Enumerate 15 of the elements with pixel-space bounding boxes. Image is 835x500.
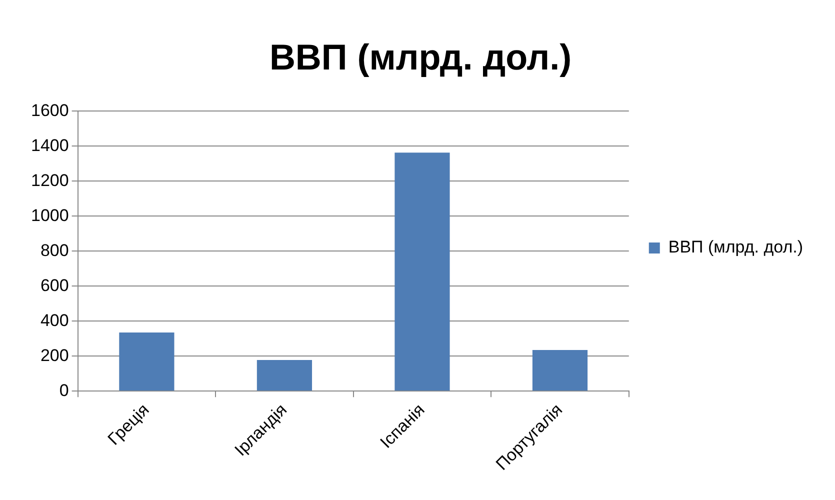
y-tick-label: 400	[40, 310, 69, 330]
bar	[394, 152, 450, 391]
y-tick-label: 1400	[30, 136, 69, 155]
y-tick-label: 1000	[30, 206, 69, 225]
y-tick-label: 600	[40, 276, 69, 295]
bar	[256, 360, 312, 391]
legend-label: ВВП (млрд. дол.)	[668, 238, 804, 257]
bar	[119, 332, 174, 391]
chart-title: ВВП (млрд. дол.)	[269, 36, 572, 78]
y-tick-label: 1200	[30, 170, 69, 190]
y-tick-label: 1600	[30, 100, 69, 120]
y-tick-label: 0	[59, 380, 69, 400]
y-tick-label: 800	[40, 240, 69, 260]
y-tick-label: 200	[40, 346, 69, 365]
bar	[532, 350, 588, 391]
